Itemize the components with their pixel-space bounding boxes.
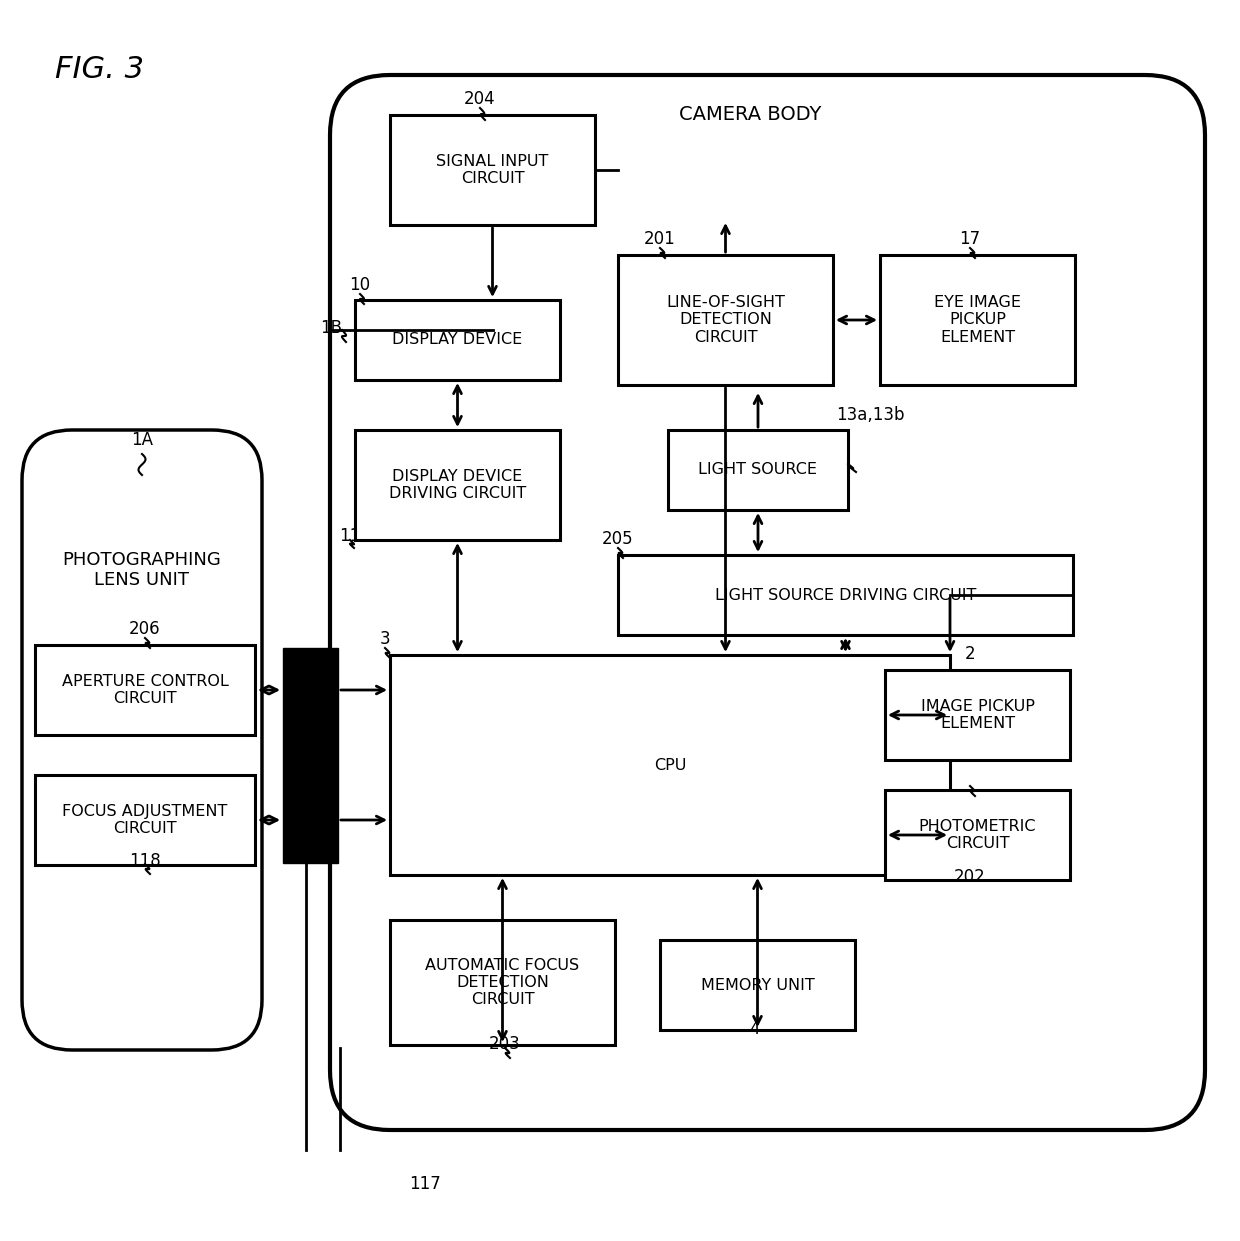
Bar	[283, 648, 339, 862]
FancyBboxPatch shape	[330, 74, 1205, 1131]
Text: CAMERA BODY: CAMERA BODY	[678, 105, 821, 124]
Text: AUTOMATIC FOCUS
DETECTION
CIRCUIT: AUTOMATIC FOCUS DETECTION CIRCUIT	[425, 958, 579, 1008]
Text: PHOTOGRAPHING
LENS UNIT: PHOTOGRAPHING LENS UNIT	[63, 551, 222, 589]
Bar	[391, 115, 595, 225]
Text: 117: 117	[409, 1175, 441, 1193]
Text: 205: 205	[603, 530, 634, 549]
Text: 2: 2	[965, 645, 976, 663]
Text: 17: 17	[960, 230, 981, 248]
Text: APERTURE CONTROL
CIRCUIT: APERTURE CONTROL CIRCUIT	[62, 674, 228, 706]
Bar	[391, 920, 615, 1045]
Text: 203: 203	[489, 1035, 521, 1054]
Text: 1B: 1B	[320, 319, 342, 338]
Bar	[391, 655, 950, 875]
Bar	[668, 429, 848, 510]
Text: LIGHT SOURCE DRIVING CIRCUIT: LIGHT SOURCE DRIVING CIRCUIT	[714, 587, 976, 602]
Text: CPU: CPU	[653, 757, 686, 772]
Text: EYE IMAGE
PICKUP
ELEMENT: EYE IMAGE PICKUP ELEMENT	[934, 295, 1021, 345]
Bar	[885, 791, 1070, 880]
Text: 1A: 1A	[131, 431, 153, 449]
Bar	[618, 555, 1073, 635]
Text: MEMORY UNIT: MEMORY UNIT	[701, 978, 815, 993]
Text: LIGHT SOURCE: LIGHT SOURCE	[698, 463, 817, 478]
Text: FIG. 3: FIG. 3	[55, 55, 144, 84]
Text: 4: 4	[750, 1020, 760, 1037]
Text: SIGNAL INPUT
CIRCUIT: SIGNAL INPUT CIRCUIT	[436, 154, 548, 186]
Text: 202: 202	[954, 867, 986, 886]
Text: FOCUS ADJUSTMENT
CIRCUIT: FOCUS ADJUSTMENT CIRCUIT	[62, 804, 228, 836]
Bar	[355, 429, 560, 540]
Text: 3: 3	[379, 630, 391, 648]
Bar	[660, 939, 856, 1030]
FancyBboxPatch shape	[22, 429, 262, 1050]
Text: 11: 11	[340, 527, 361, 545]
Text: 118: 118	[129, 853, 161, 870]
Text: 201: 201	[644, 230, 676, 248]
Text: IMAGE PICKUP
ELEMENT: IMAGE PICKUP ELEMENT	[920, 699, 1034, 731]
Text: LINE-OF-SIGHT
DETECTION
CIRCUIT: LINE-OF-SIGHT DETECTION CIRCUIT	[666, 295, 785, 345]
Bar	[880, 254, 1075, 385]
Bar	[885, 670, 1070, 759]
Bar	[355, 300, 560, 380]
Bar	[618, 254, 833, 385]
Text: DISPLAY DEVICE: DISPLAY DEVICE	[392, 333, 522, 347]
Bar	[35, 645, 255, 735]
Text: 204: 204	[464, 91, 496, 108]
Text: 13a,13b: 13a,13b	[836, 406, 904, 424]
Bar	[35, 774, 255, 865]
Text: 206: 206	[129, 620, 161, 638]
Text: 10: 10	[350, 276, 371, 294]
Text: PHOTOMETRIC
CIRCUIT: PHOTOMETRIC CIRCUIT	[919, 819, 1037, 851]
Text: DISPLAY DEVICE
DRIVING CIRCUIT: DISPLAY DEVICE DRIVING CIRCUIT	[389, 469, 526, 501]
